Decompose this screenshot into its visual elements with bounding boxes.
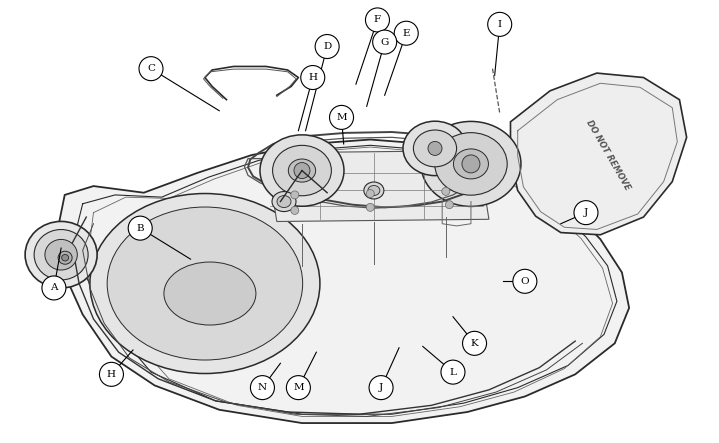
Circle shape <box>574 201 598 225</box>
Circle shape <box>462 155 480 173</box>
Text: M: M <box>336 113 347 122</box>
Circle shape <box>128 216 152 240</box>
Ellipse shape <box>277 195 291 208</box>
Polygon shape <box>510 73 687 235</box>
Circle shape <box>441 187 450 195</box>
Ellipse shape <box>421 121 521 206</box>
Text: C: C <box>147 64 155 73</box>
Circle shape <box>329 105 354 129</box>
Ellipse shape <box>90 194 320 373</box>
Text: O: O <box>521 277 529 286</box>
Text: J: J <box>584 208 588 217</box>
Ellipse shape <box>454 149 488 179</box>
Text: N: N <box>258 383 267 392</box>
Circle shape <box>301 66 325 89</box>
Text: G: G <box>380 38 389 47</box>
Text: B: B <box>137 224 144 233</box>
Text: F: F <box>374 16 381 24</box>
Polygon shape <box>58 140 629 423</box>
Text: H: H <box>308 73 317 82</box>
Circle shape <box>290 191 299 199</box>
Text: J: J <box>379 383 383 392</box>
Ellipse shape <box>25 222 97 288</box>
Circle shape <box>290 206 299 214</box>
Text: M: M <box>293 383 303 392</box>
Text: D: D <box>323 42 331 51</box>
Text: L: L <box>449 368 457 377</box>
Circle shape <box>369 376 393 400</box>
Ellipse shape <box>164 262 256 325</box>
Circle shape <box>441 360 465 384</box>
Text: H: H <box>107 370 116 379</box>
Circle shape <box>394 21 418 45</box>
Ellipse shape <box>272 191 296 212</box>
Circle shape <box>366 190 375 198</box>
Text: E: E <box>403 29 410 38</box>
Ellipse shape <box>368 186 380 195</box>
Circle shape <box>445 201 454 209</box>
Text: DO NOT REMOVE: DO NOT REMOVE <box>584 118 631 192</box>
Circle shape <box>428 141 442 155</box>
Circle shape <box>487 12 512 36</box>
Ellipse shape <box>413 130 457 167</box>
Ellipse shape <box>288 159 316 182</box>
Ellipse shape <box>62 254 68 261</box>
Polygon shape <box>266 151 489 222</box>
Circle shape <box>372 30 397 54</box>
Circle shape <box>42 276 66 300</box>
Circle shape <box>365 8 390 32</box>
Circle shape <box>250 376 275 400</box>
Circle shape <box>462 331 487 355</box>
Ellipse shape <box>34 229 88 280</box>
Ellipse shape <box>58 251 72 264</box>
Text: K: K <box>471 339 478 348</box>
Ellipse shape <box>435 132 507 195</box>
Circle shape <box>99 362 124 386</box>
Circle shape <box>286 376 311 400</box>
Ellipse shape <box>273 145 331 196</box>
Text: I: I <box>498 20 502 29</box>
Circle shape <box>366 203 375 211</box>
Ellipse shape <box>364 182 384 199</box>
Circle shape <box>513 269 537 293</box>
Circle shape <box>315 35 339 58</box>
Ellipse shape <box>260 135 344 206</box>
Ellipse shape <box>403 121 467 175</box>
Ellipse shape <box>107 207 303 360</box>
Circle shape <box>139 57 163 81</box>
Ellipse shape <box>45 239 78 270</box>
Text: A: A <box>50 284 58 292</box>
Circle shape <box>294 163 310 179</box>
